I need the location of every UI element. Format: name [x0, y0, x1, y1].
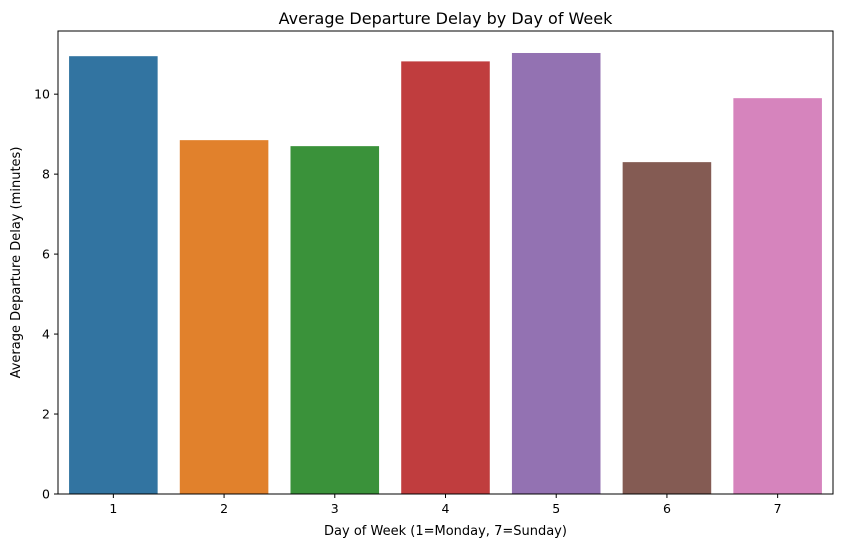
y-tick-label: 8	[42, 167, 50, 182]
bar-day-4	[401, 61, 490, 494]
y-tick-label: 6	[42, 247, 50, 262]
x-tick-label: 3	[331, 501, 339, 516]
chart-title: Average Departure Delay by Day of Week	[279, 9, 614, 28]
bar-day-3	[290, 146, 380, 494]
y-tick-label: 10	[34, 87, 50, 102]
bar-day-1	[69, 56, 158, 494]
y-tick-label: 0	[42, 487, 50, 502]
y-tick-label: 2	[42, 407, 50, 422]
x-tick-label: 1	[109, 501, 117, 516]
y-axis-label: Average Departure Delay (minutes)	[9, 147, 24, 379]
bar-day-6	[622, 162, 712, 494]
x-tick-label: 5	[552, 501, 560, 516]
x-axis: 1 2 3 4 5 6 7	[109, 494, 782, 516]
x-tick-label: 4	[442, 501, 450, 516]
bar-day-7	[733, 98, 822, 495]
y-axis: 0 2 4 6 8 10	[34, 87, 58, 502]
x-tick-label: 6	[663, 501, 671, 516]
x-axis-label: Day of Week (1=Monday, 7=Sunday)	[324, 524, 567, 539]
bar-day-2	[179, 140, 269, 494]
bars-group	[69, 52, 822, 495]
x-tick-label: 7	[774, 501, 782, 516]
bar-day-5	[511, 52, 601, 495]
y-tick-label: 4	[42, 327, 50, 342]
x-tick-label: 2	[220, 501, 228, 516]
